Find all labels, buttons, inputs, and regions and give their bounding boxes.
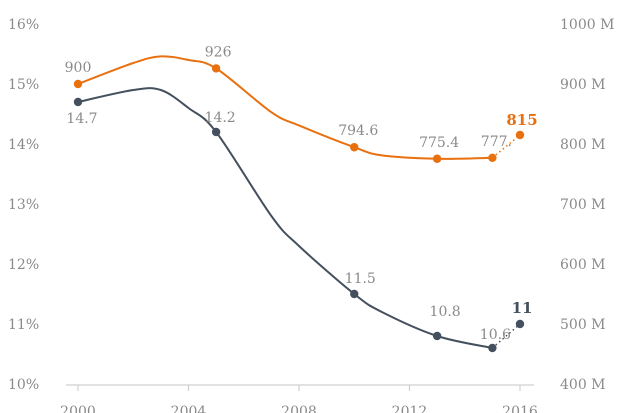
series-1-data-label: 10.8	[430, 304, 461, 320]
x-axis-tick-label: 2008	[281, 404, 317, 413]
series-0-line	[77, 55, 493, 160]
x-axis-tick-label: 2004	[171, 404, 207, 413]
right-axis-tick-label: 800 M	[560, 137, 606, 153]
series-1-point	[211, 127, 221, 137]
left-axis-tick-label: 10%	[8, 377, 39, 393]
left-axis-tick-label: 16%	[8, 17, 39, 33]
right-axis-tick-label: 900 M	[560, 77, 606, 93]
series-1-point	[73, 97, 83, 107]
series-0-point	[515, 130, 525, 140]
series-1-point	[350, 289, 359, 299]
series-0-data-label: 794.6	[338, 123, 378, 139]
left-axis-tick-label: 11%	[8, 317, 39, 333]
axes: 10% 11% 12% 13% 14% 15% 16% 400 M 500 M 600 M 700 …	[8, 17, 614, 413]
series-lines	[77, 55, 521, 349]
series-0-data-label: 926	[205, 44, 232, 60]
series-0-point	[488, 153, 497, 162]
series-0-point	[211, 64, 221, 73]
data-labels: 900 926 794.6 775.4 777. 815 14.7 14.2 11.5 10.8 1…	[65, 44, 538, 343]
series-1-data-label: 10.6	[480, 327, 511, 343]
x-axis-tick-label: 2000	[60, 404, 96, 413]
series-0-point	[432, 154, 442, 163]
x-axis-tick-label: 2016	[502, 404, 538, 413]
right-axis-tick-label: 500 M	[560, 317, 606, 333]
series-0-data-label: 777.	[481, 134, 512, 150]
series-0-data-label: 775.4	[419, 135, 459, 151]
series-0-data-label: 815	[506, 111, 537, 129]
series-0-point	[73, 79, 83, 89]
series-1-dotted-connector	[491, 323, 521, 349]
left-axis-tick-label: 15%	[8, 77, 39, 93]
left-axis-tick-label: 12%	[8, 257, 39, 273]
series-1-data-label: 14.2	[205, 110, 236, 126]
right-axis-tick-label: 400 M	[560, 377, 606, 393]
series-1-point	[488, 343, 497, 353]
series-1-data-label: 11	[512, 299, 533, 317]
series-1-point	[432, 331, 442, 341]
series-points	[73, 64, 525, 353]
series-1-line	[77, 87, 493, 349]
x-axis-tick-label: 2012	[392, 404, 428, 413]
series-1-data-label: 14.7	[66, 111, 97, 127]
series-0-dotted-connector	[491, 134, 521, 159]
right-axis-tick-label: 1000 M	[560, 17, 614, 33]
series-0-data-label: 900	[65, 60, 92, 76]
series-1-point	[515, 319, 525, 329]
right-axis-tick-label: 600 M	[560, 257, 606, 273]
right-axis-tick-label: 700 M	[560, 197, 606, 213]
series-1-data-label: 11.5	[345, 271, 376, 287]
left-axis-tick-label: 14%	[8, 137, 39, 153]
series-0-point	[350, 143, 359, 152]
left-axis-tick-label: 13%	[8, 197, 39, 213]
